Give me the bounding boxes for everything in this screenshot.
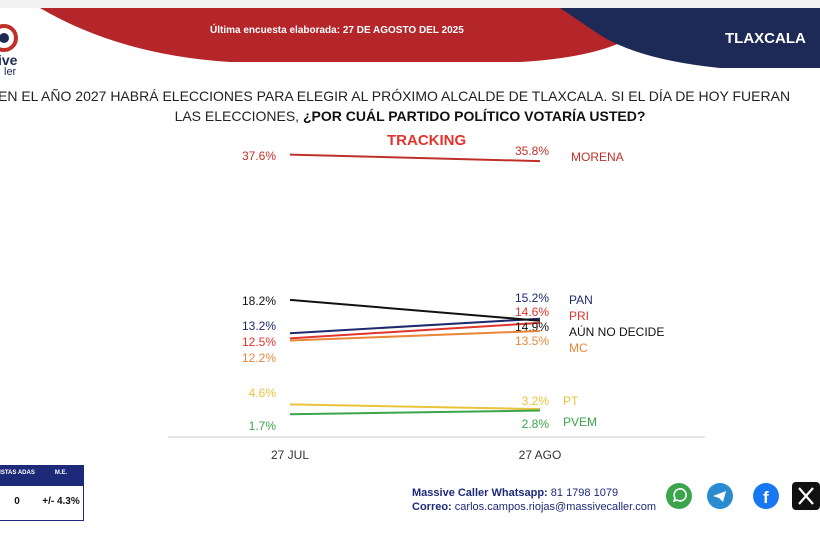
series-line (289, 153, 541, 163)
email-value[interactable]: carlos.campos.riojas@massivecaller.com (451, 501, 657, 513)
logo-icon (0, 20, 54, 75)
data-label: 15.2% (515, 291, 549, 305)
region-title: TLAXCALA (725, 30, 806, 47)
data-label: 3.2% (522, 394, 550, 408)
x-tick-label: 27 JUL (271, 448, 309, 462)
data-label: 12.2% (242, 351, 276, 365)
data-label: 12.5% (242, 335, 276, 349)
question-line-1: EN EL AÑO 2027 HABRÁ ELECCIONES PARA ELE… (0, 88, 791, 104)
series-line (289, 298, 541, 322)
question-bold: ¿POR CUÁL PARTIDO POLÍTICO VOTARÍA USTED… (302, 108, 646, 124)
legend-label: PAN (569, 293, 593, 307)
data-label: 14.9% (515, 320, 549, 334)
series-line (289, 330, 541, 342)
chart-title: TRACKING (387, 132, 467, 149)
logo-text: ive (0, 52, 18, 68)
data-label: 13.2% (242, 319, 276, 333)
legend-label: PT (563, 394, 579, 408)
series-line (289, 409, 541, 416)
data-label: 35.8% (515, 144, 549, 158)
data-label: 1.7% (249, 419, 277, 433)
data-label: 4.6% (249, 386, 277, 400)
data-label: 18.2% (242, 294, 276, 308)
header-banner (0, 0, 820, 68)
legend-label: PRI (569, 309, 589, 323)
stats-col2-value: +/- 4.3% (42, 496, 80, 507)
footer-whatsapp: Massive Caller Whatsapp: 81 1798 1079 (412, 487, 618, 499)
footer-email: Correo: carlos.campos.riojas@massivecall… (412, 501, 656, 513)
data-label: 2.8% (522, 417, 550, 431)
stats-col1-label: ISTAS ADAS (0, 470, 35, 476)
email-label: Correo: (412, 501, 452, 513)
legend-label: AÚN NO DECIDE (569, 324, 664, 339)
survey-date: Última encuesta elaborada: 27 DE AGOSTO … (210, 25, 464, 36)
stats-table: ISTAS ADAS M.E. 0 +/- 4.3% (0, 465, 84, 521)
x-icon[interactable] (792, 482, 820, 510)
data-label: 37.6% (242, 149, 276, 163)
whatsapp-label: Massive Caller Whatsapp: (412, 487, 548, 499)
data-label: 14.6% (515, 305, 549, 319)
x-tick-label: 27 AGO (519, 448, 562, 462)
series-line (289, 317, 541, 335)
telegram-icon[interactable] (706, 482, 734, 510)
stats-col2-label: M.E. (54, 470, 68, 476)
legend-label: MORENA (571, 150, 624, 164)
facebook-icon[interactable]: f (752, 482, 780, 510)
legend-label: MC (569, 341, 588, 355)
data-label: 13.5% (515, 334, 549, 348)
series-line (289, 321, 541, 340)
svg-text:f: f (763, 488, 769, 507)
whatsapp-icon[interactable] (665, 482, 693, 510)
logo-subtext: ler (4, 66, 17, 78)
question-prefix: LAS ELECCIONES, (174, 108, 303, 124)
question-line-2: LAS ELECCIONES, ¿POR CUÁL PARTIDO POLÍTI… (0, 108, 820, 124)
legend-label: PVEM (563, 415, 597, 429)
stats-col1-value: 0 (14, 496, 20, 507)
series-line (289, 403, 541, 411)
whatsapp-value: 81 1798 1079 (547, 487, 619, 499)
